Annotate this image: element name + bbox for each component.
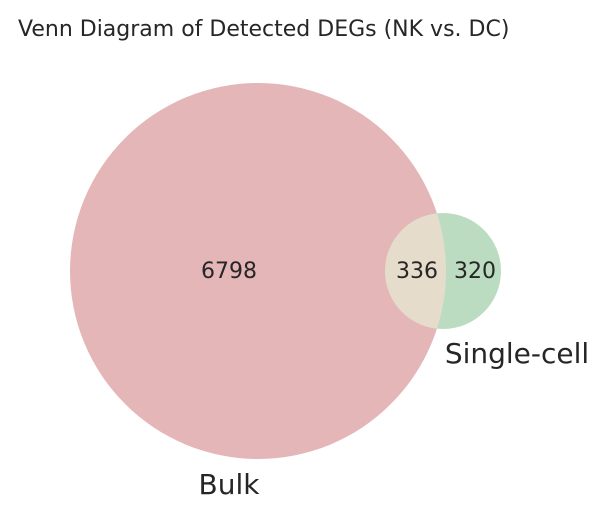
bulk-set-label: Bulk	[199, 468, 261, 501]
overlap-count: 336	[396, 259, 438, 284]
single-cell-set-label: Single-cell	[445, 337, 589, 370]
chart-title: Venn Diagram of Detected DEGs (NK vs. DC…	[18, 17, 509, 42]
single-cell-only-count: 320	[454, 259, 496, 284]
bulk-only-count: 6798	[201, 259, 257, 284]
overlap-region	[385, 213, 446, 329]
bulk-set-circle	[70, 83, 446, 459]
